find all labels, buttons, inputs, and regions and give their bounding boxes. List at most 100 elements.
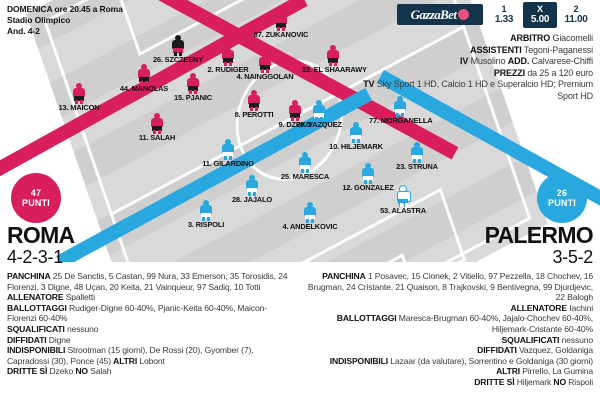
player-figure-icon bbox=[312, 100, 326, 121]
player-away-7[interactable]: 12. GONZALEZ bbox=[337, 163, 399, 192]
prezzi-label: PREZZI bbox=[493, 67, 525, 78]
home-points-badge: 47 PUNTI bbox=[11, 173, 61, 223]
player-name-label: 4. ANDELKOVIC bbox=[282, 222, 338, 231]
odds-draw-key: X bbox=[536, 4, 543, 14]
header-line-2: Stadio Olimpico bbox=[7, 15, 71, 25]
player-name-label: 11. GILARDINO bbox=[202, 159, 254, 168]
away-allenatore-value: Iachini bbox=[569, 302, 593, 313]
away-points-badge: 26 PUNTI bbox=[537, 173, 587, 223]
home-team-details: PANCHINA 25 De Sanctis, 5 Castan, 99 Nur… bbox=[7, 271, 293, 377]
player-name-label: 28. JAJALO bbox=[231, 195, 273, 204]
player-away-0[interactable]: 20. VAZQUEZ bbox=[288, 100, 350, 129]
player-away-6[interactable]: 28. JAJALO bbox=[221, 175, 283, 204]
odds-home-key: 1 bbox=[501, 4, 507, 14]
player-figure-icon bbox=[303, 202, 317, 223]
player-away-1[interactable]: 77. MORGANELLA bbox=[369, 96, 433, 125]
player-away-8[interactable]: 3. RISPOLI bbox=[175, 200, 237, 229]
player-figure-icon bbox=[410, 142, 424, 163]
away-squalificati-label: SQUALIFICATI bbox=[501, 334, 560, 345]
referee-line: ARBITRO Giacomelli bbox=[349, 33, 593, 45]
player-home-4[interactable]: 13. MAICON bbox=[48, 83, 110, 112]
odds-row: 1 1.33 X 5.00 2 11.00 bbox=[487, 2, 593, 28]
home-ballottaggi-label: BALLOTTAGGI bbox=[7, 302, 67, 313]
player-home-2[interactable]: 87. ZUKANOVIC bbox=[250, 10, 312, 39]
player-away-5[interactable]: 23. STRUNA bbox=[386, 142, 448, 171]
player-home-3[interactable]: 44. MANOLAS bbox=[113, 64, 175, 93]
match-header: DOMENICA ore 20.45 a Roma Stadio Olimpic… bbox=[7, 4, 123, 37]
odds-home-value: 1.33 bbox=[494, 14, 514, 25]
player-name-label: 2. RUDIGER bbox=[207, 65, 249, 74]
player-name-label: 22. EL SHAARAWY bbox=[302, 65, 367, 74]
tv-value: Sky Sport 1 HD, Calcio 1 HD e Superalcio… bbox=[376, 79, 593, 101]
player-name-label: 23. STRUNA bbox=[396, 162, 438, 171]
away-altri-value: Pirrello, La Gumina bbox=[522, 366, 593, 377]
away-team-module: 3-5-2 bbox=[552, 247, 593, 267]
home-points-number: 47 bbox=[30, 188, 42, 198]
away-points-label: PUNTI bbox=[548, 198, 576, 208]
player-figure-icon bbox=[221, 139, 235, 160]
home-allenatore-label: ALLENATORE bbox=[7, 292, 64, 303]
home-dritte-no-label: NO bbox=[75, 366, 88, 377]
odds-draw[interactable]: X 5.00 bbox=[523, 2, 557, 28]
home-team-name: ROMA bbox=[7, 222, 75, 248]
player-away-3[interactable]: 11. GILARDINO bbox=[197, 139, 259, 168]
player-away-2[interactable]: 10. HILJEMARK bbox=[325, 122, 387, 151]
assistants-line: ASSISTENTI Tegoni-Paganessi bbox=[349, 45, 593, 57]
fourth-official-line: IV Musolino ADD. Calvarese-Chiffi bbox=[349, 56, 593, 68]
player-figure-icon bbox=[221, 45, 235, 66]
player-name-label: 10. HILJEMARK bbox=[329, 142, 383, 151]
gazzabet-logo[interactable]: GazzaBet bbox=[397, 4, 483, 25]
player-home-10[interactable]: 11. SALAH bbox=[126, 113, 188, 142]
away-points-number: 26 bbox=[556, 188, 568, 198]
player-name-label: 4. NAINGGOLAN bbox=[236, 72, 294, 81]
home-panchina-value: 25 De Sanctis, 5 Castan, 99 Nura, 33 Eme… bbox=[7, 271, 288, 292]
home-diffidati-value: Digne bbox=[48, 334, 71, 345]
player-figure-icon bbox=[288, 100, 302, 121]
player-away-10[interactable]: 53. ALASTRA bbox=[372, 185, 434, 215]
odds-away-key: 2 bbox=[573, 4, 579, 14]
home-diffidati-label: DIFFIDATI bbox=[7, 334, 47, 345]
away-dritte-label: DRITTE bbox=[474, 376, 505, 387]
away-dritte-no-label: NO bbox=[553, 376, 566, 387]
home-panchina-label: PANCHINA bbox=[7, 271, 51, 281]
player-figure-icon bbox=[298, 152, 312, 173]
player-name-label: 53. ALASTRA bbox=[380, 206, 426, 215]
player-home-9[interactable]: 9. DZEKO bbox=[264, 100, 326, 129]
player-away-9[interactable]: 4. ANDELKOVIC bbox=[279, 202, 341, 231]
player-name-label: 12. GONZALEZ bbox=[342, 183, 394, 192]
player-name-label: 9. DZEKO bbox=[278, 120, 312, 129]
player-name-label: 13. MAICON bbox=[58, 103, 100, 112]
away-allenatore-label: ALLENATORE bbox=[510, 302, 568, 313]
odds-away[interactable]: 2 11.00 bbox=[559, 2, 593, 28]
player-home-8[interactable]: 8. PEROTTI bbox=[223, 90, 285, 119]
player-name-label: 87. ZUKANOVIC bbox=[253, 30, 309, 39]
player-home-7[interactable]: 22. EL SHAARAWY bbox=[302, 45, 367, 74]
player-figure-icon bbox=[274, 10, 288, 31]
player-away-4[interactable]: 25. MARESCA bbox=[274, 152, 336, 181]
home-indisponibili-value: Strootman (15 giorni), De Rossi (20), Gy… bbox=[7, 345, 254, 366]
home-ballottaggi-value: Rudiger-Digne 60-40%, Pjanic-Keita 60-40… bbox=[7, 302, 267, 324]
odds-draw-value: 5.00 bbox=[530, 14, 550, 25]
player-name-label: 44. MANOLAS bbox=[119, 84, 169, 93]
player-home-0[interactable]: 26. SZCZESNY bbox=[147, 35, 209, 64]
away-diffidati-label: DIFFIDATI bbox=[477, 345, 517, 356]
away-dritte-si-label: SÌ bbox=[506, 376, 515, 387]
player-name-label: 26. SZCZESNY bbox=[152, 55, 204, 64]
home-indisponibili-label: INDISPONIBILI bbox=[7, 345, 66, 356]
player-figure-icon bbox=[393, 96, 407, 117]
arbitro-value: Giacomelli bbox=[552, 33, 593, 43]
player-home-5[interactable]: 15. PJANIC bbox=[162, 73, 224, 102]
add-label: ADD. bbox=[507, 56, 530, 67]
home-dritte-si-value: Dzeko bbox=[49, 366, 74, 377]
player-figure-icon bbox=[361, 163, 375, 184]
arbitro-label: ARBITRO bbox=[510, 33, 551, 43]
player-name-label: 11. SALAH bbox=[138, 133, 176, 142]
player-home-1[interactable]: 2. RUDIGER bbox=[197, 45, 259, 74]
player-figure-icon bbox=[137, 64, 151, 85]
odds-home[interactable]: 1 1.33 bbox=[487, 2, 521, 28]
player-home-6[interactable]: 4. NAINGGOLAN bbox=[234, 52, 296, 81]
tv-label: TV bbox=[363, 79, 375, 90]
away-panchina-value: 1 Posavec, 15 Cionek, 2 Vitiello, 97 Pez… bbox=[307, 271, 593, 303]
player-figure-icon bbox=[258, 52, 272, 73]
header-line-1: DOMENICA ore 20.45 a Roma bbox=[7, 4, 123, 14]
